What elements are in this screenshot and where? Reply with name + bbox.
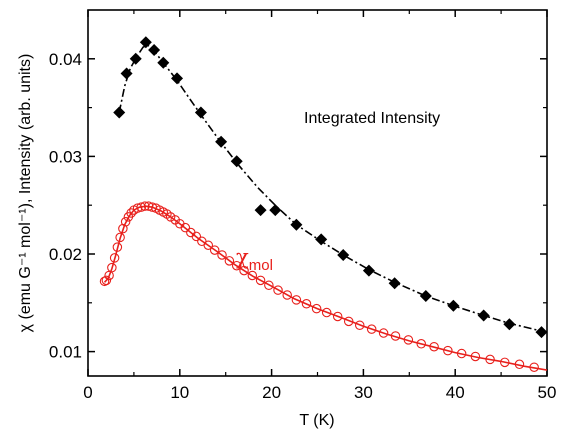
chi-point [343,316,354,327]
chi-point [143,201,154,211]
intensity-point [129,52,142,65]
chi-point [332,311,343,322]
intensity-annotation: Integrated Intensity [304,110,440,127]
x-tick-label: 10 [170,383,189,402]
chi-point [224,256,235,266]
chi-point [403,335,414,345]
chi-point [378,328,389,338]
chi-point [203,240,214,250]
chi-fit-line [103,205,547,371]
intensity-point [535,326,547,339]
chi-point [321,307,332,318]
chi-point [282,290,292,300]
intensity-point [290,218,303,231]
intensity-point [447,299,460,312]
x-tick-label: 50 [538,383,557,402]
intensity-point [362,264,375,277]
chi-point [120,217,131,227]
chi-point [118,223,128,234]
intensity-point [230,155,243,168]
y-axis-title: χ (emu G⁻¹ mol⁻¹), Intensity (arb. units… [17,54,34,333]
chi-point [239,265,249,276]
intensity-point [503,318,516,331]
chi-point [191,231,202,242]
chi-symbol: χ [236,245,249,269]
tick-labels: 0 10 20 30 40 50 0.01 0.02 0.03 0.04 [49,50,557,402]
intensity-point [148,44,161,57]
chi-point [231,260,242,271]
intensity-point [194,106,207,119]
chi-point [500,357,510,368]
chi-point [529,362,539,372]
chi-point [354,320,365,330]
chi-point [140,201,150,211]
series-layer [99,36,547,372]
chi-point [109,253,120,263]
chi-point [301,299,312,309]
chi-point [443,345,453,356]
chi-point [99,276,110,287]
chi-point [115,232,125,243]
intensity-point [113,106,126,119]
chi-point [390,331,401,341]
chi-point [470,351,481,362]
x-tick-label: 20 [262,383,281,402]
intensity-point [171,72,184,85]
chi-point [366,324,377,334]
chi-point [112,242,123,252]
chi-point [180,222,191,233]
chi-point [291,295,302,305]
intensity-fit-line [118,44,542,332]
chi-point [101,275,112,286]
chi-point [255,275,266,286]
intensity-point [157,56,170,69]
chi-point [132,203,143,213]
x-tick-label: 0 [83,383,92,402]
intensity-point [388,277,401,290]
intensity-point [120,67,133,80]
chi-point [247,270,258,281]
chi-point [217,250,227,260]
y-tick-label: 0.01 [49,343,82,362]
intensity-point [139,36,152,49]
chi-series [99,201,547,372]
chi-point [514,359,525,370]
chi-mol-annotation: χmol [236,245,273,274]
y-tick-label: 0.02 [49,245,82,264]
chi-point [456,348,467,359]
chi-point [273,285,283,295]
intensity-point [315,233,328,246]
axis-ticks [87,10,548,376]
chi-point [416,339,426,349]
chi-point [209,245,220,255]
chi-point [126,208,136,218]
intensity-point [269,204,282,217]
y-tick-label: 0.04 [49,50,82,69]
chi-point [485,354,495,365]
chi-point [165,212,176,222]
x-axis-title: T (K) [299,412,334,429]
x-tick-label: 40 [446,383,465,402]
intensity-series [113,36,547,339]
intensity-point [477,309,490,322]
chi-point [264,280,274,290]
chi-point [136,202,146,212]
intensity-point [254,204,267,217]
y-tick-label: 0.03 [49,147,82,166]
plot-frame [87,9,548,377]
chi-point [429,341,439,352]
chi-point [107,262,117,273]
intensity-point [419,289,432,302]
chi-point [311,303,322,314]
intensity-point [337,248,350,261]
x-tick-label: 30 [354,383,373,402]
intensity-point [215,135,228,148]
chi-subscript: mol [249,257,273,274]
